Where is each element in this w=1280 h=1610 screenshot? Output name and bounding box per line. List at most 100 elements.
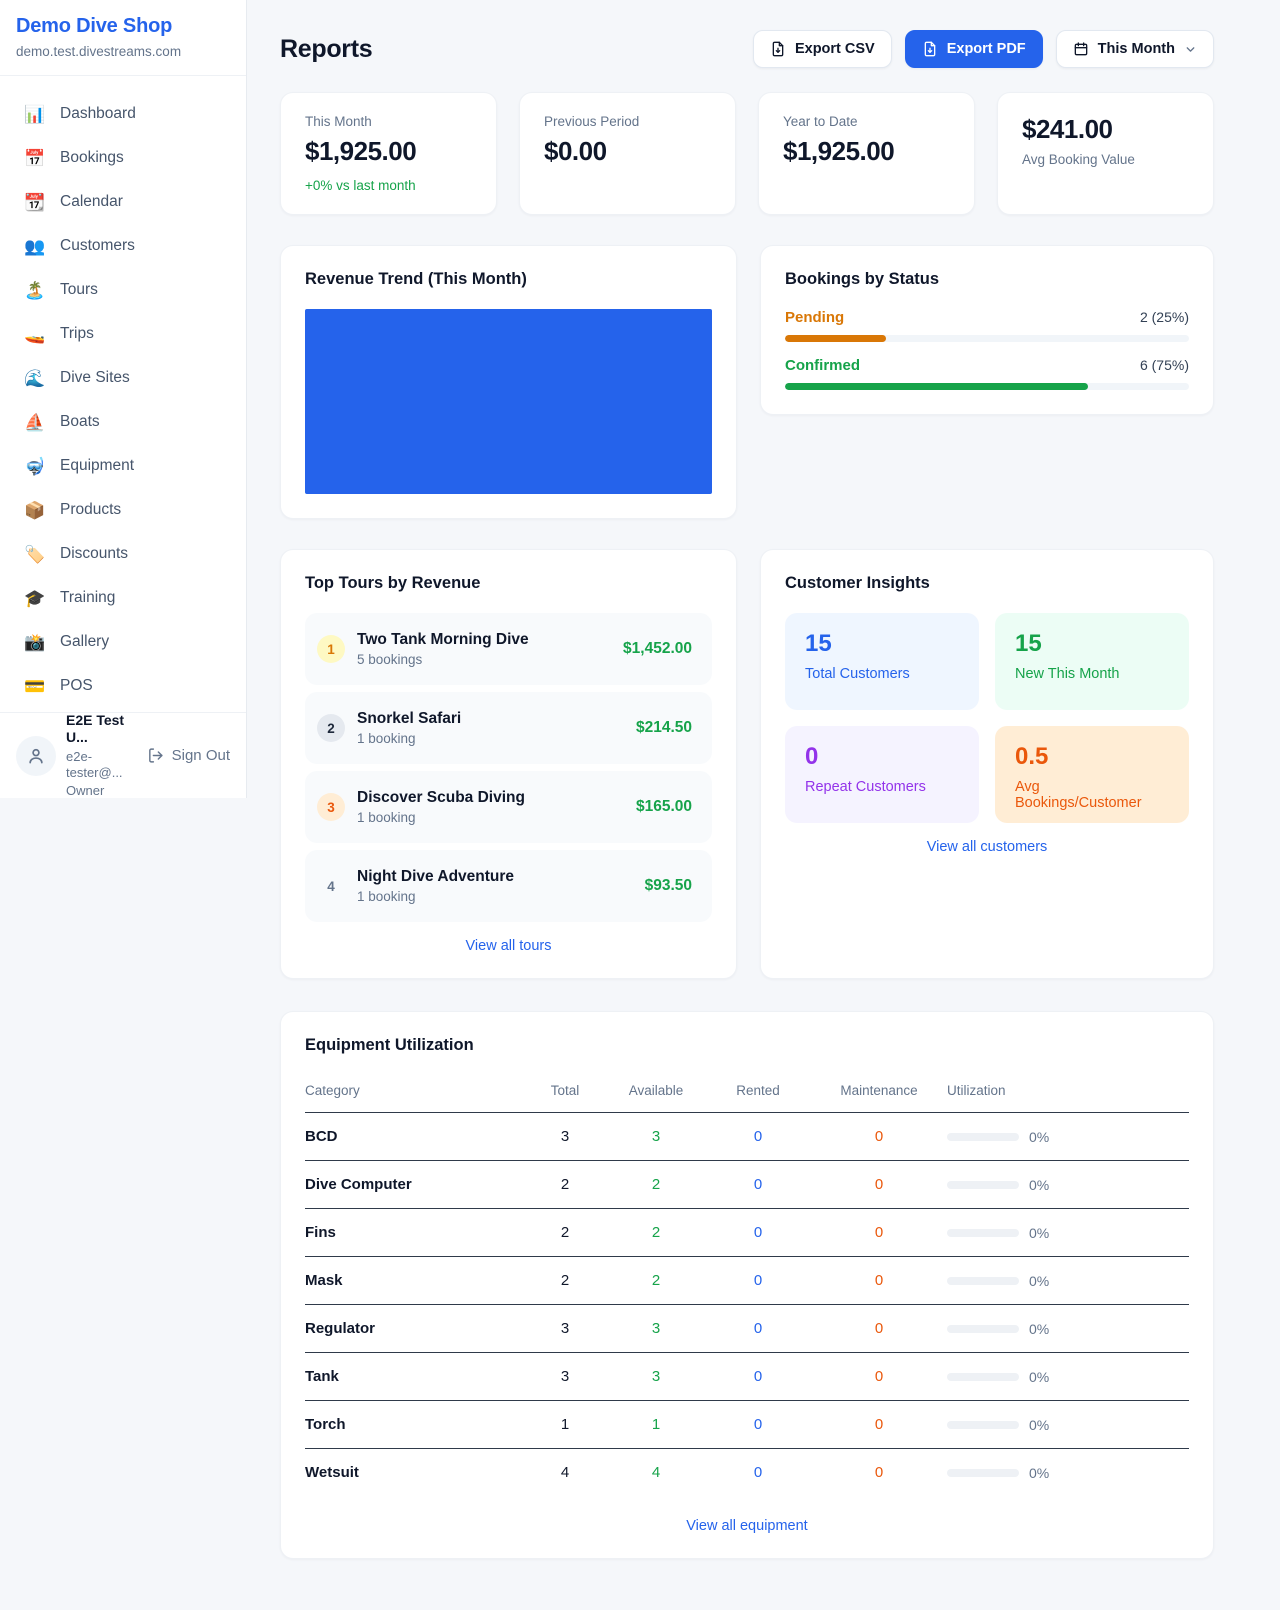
tour-row[interactable]: 4 Night Dive Adventure 1 booking $93.50 xyxy=(305,850,712,922)
col-header-total: Total xyxy=(523,1073,607,1113)
bookings-by-status-title: Bookings by Status xyxy=(785,270,940,288)
status-label: Confirmed xyxy=(785,357,860,374)
tile-label: Total Customers xyxy=(805,666,910,682)
sidebar-item-pos[interactable]: 💳 POS xyxy=(14,666,232,706)
page-header: Reports Export CSV Export PDF This Month xyxy=(280,30,1214,68)
sidebar-item-gallery[interactable]: 📸 Gallery xyxy=(14,622,232,662)
col-header-rented: Rented xyxy=(705,1073,811,1113)
equipment-divemask-icon: 🤿 xyxy=(24,456,46,476)
status-row-pending: Pending 2 (25%) xyxy=(785,309,1189,342)
view-all-tours-link[interactable]: View all tours xyxy=(305,938,712,954)
sidebar: Demo Dive Shop demo.test.divestreams.com… xyxy=(0,0,247,798)
export-pdf-button[interactable]: Export PDF xyxy=(904,30,1043,68)
cell-category: Tank xyxy=(305,1352,523,1401)
cell-rented: 0 xyxy=(705,1400,811,1449)
tile-label: New This Month xyxy=(1015,666,1120,682)
sidebar-item-trips[interactable]: 🚤 Trips xyxy=(14,314,232,354)
dashboard-icon: 📊 xyxy=(24,104,46,124)
stat-card-this-month: This Month $1,925.00 +0% vs last month xyxy=(280,92,497,215)
sidebar-item-label: Dashboard xyxy=(60,105,136,122)
insight-tile-total-customers: 15 Total Customers xyxy=(785,613,979,710)
sidebar-item-bookings[interactable]: 📅 Bookings xyxy=(14,138,232,178)
insight-tiles: 15 Total Customers 15 New This Month 0 R… xyxy=(785,613,1189,823)
insight-tile-new-this-month: 15 New This Month xyxy=(995,613,1189,710)
stat-card-previous-period: Previous Period $0.00 xyxy=(519,92,736,215)
sidebar-item-customers[interactable]: 👥 Customers xyxy=(14,226,232,266)
view-all-equipment-link[interactable]: View all equipment xyxy=(305,1518,1189,1534)
calendar-icon: 📆 xyxy=(24,192,46,212)
view-all-customers-link[interactable]: View all customers xyxy=(785,839,1189,855)
sidebar-item-training[interactable]: 🎓 Training xyxy=(14,578,232,618)
utilization-bar xyxy=(947,1420,1019,1429)
person-icon xyxy=(29,748,43,763)
stat-card-avg-booking-value: $241.00 Avg Booking Value xyxy=(997,92,1214,215)
tour-bookings: 1 booking xyxy=(357,889,416,904)
cell-total: 1 xyxy=(523,1400,607,1449)
utilization-bar xyxy=(947,1372,1019,1381)
products-package-icon: 📦 xyxy=(24,500,46,520)
tour-row[interactable]: 2 Snorkel Safari 1 booking $214.50 xyxy=(305,692,712,764)
utilization-percent: 0% xyxy=(1029,1224,1050,1241)
sidebar-item-discounts[interactable]: 🏷️ Discounts xyxy=(14,534,232,574)
tour-row[interactable]: 3 Discover Scuba Diving 1 booking $165.0… xyxy=(305,771,712,843)
cell-available: 2 xyxy=(607,1160,705,1209)
status-row-confirmed: Confirmed 6 (75%) xyxy=(785,357,1189,390)
cell-maintenance: 0 xyxy=(811,1256,947,1305)
utilization-bar xyxy=(947,1468,1019,1477)
status-value: 6 (75%) xyxy=(1139,357,1189,373)
sidebar-item-label: Customers xyxy=(60,237,135,254)
sidebar-item-calendar[interactable]: 📆 Calendar xyxy=(14,182,232,222)
top-tours-card: Top Tours by Revenue 1 Two Tank Morning … xyxy=(280,549,737,979)
tour-name: Snorkel Safari xyxy=(357,710,462,727)
tour-bookings: 5 bookings xyxy=(357,652,423,667)
user-section: E2E Test U... e2e-tester@... Owner Sign … xyxy=(0,712,246,798)
table-row: Torch 1 1 0 0 0% xyxy=(305,1400,1189,1449)
cell-utilization: 0% xyxy=(947,1400,1189,1449)
tours-island-icon: 🏝️ xyxy=(24,280,46,300)
sidebar-item-equipment[interactable]: 🤿 Equipment xyxy=(14,446,232,486)
shop-name: Demo Dive Shop xyxy=(16,15,173,37)
tour-row[interactable]: 1 Two Tank Morning Dive 5 bookings $1,45… xyxy=(305,613,712,685)
status-value: 2 (25%) xyxy=(1139,309,1189,325)
sidebar-item-tours[interactable]: 🏝️ Tours xyxy=(14,270,232,310)
utilization-bar xyxy=(947,1132,1019,1141)
user-email: e2e-tester@... xyxy=(66,748,123,780)
table-row: Mask 2 2 0 0 0% xyxy=(305,1256,1189,1305)
cell-total: 3 xyxy=(523,1112,607,1161)
sign-out-button[interactable]: Sign Out xyxy=(147,747,230,764)
user-info: E2E Test U... e2e-tester@... Owner xyxy=(66,712,137,800)
cell-total: 2 xyxy=(523,1160,607,1209)
sidebar-item-label: Training xyxy=(60,589,116,606)
cell-utilization: 0% xyxy=(947,1256,1189,1305)
status-label: Pending xyxy=(785,309,845,326)
sidebar-item-boats[interactable]: ⛵ Boats xyxy=(14,402,232,442)
trips-speedboat-icon: 🚤 xyxy=(24,324,46,344)
boats-sailboat-icon: ⛵ xyxy=(24,412,46,432)
training-gradcap-icon: 🎓 xyxy=(24,588,46,608)
cell-utilization: 0% xyxy=(947,1112,1189,1161)
cell-available: 3 xyxy=(607,1304,705,1353)
calendar-icon xyxy=(1074,42,1088,56)
cell-rented: 0 xyxy=(705,1160,811,1209)
period-select[interactable]: This Month xyxy=(1055,30,1214,68)
equipment-utilization-title: Equipment Utilization xyxy=(305,1036,474,1054)
tour-bookings: 1 booking xyxy=(357,731,416,746)
export-csv-button[interactable]: Export CSV xyxy=(752,30,892,68)
table-row: Regulator 3 3 0 0 0% xyxy=(305,1304,1189,1353)
cell-utilization: 0% xyxy=(947,1449,1189,1497)
sidebar-item-dive-sites[interactable]: 🌊 Dive Sites xyxy=(14,358,232,398)
sidebar-item-products[interactable]: 📦 Products xyxy=(14,490,232,530)
tile-value: 0 xyxy=(805,743,819,770)
cell-available: 3 xyxy=(607,1112,705,1161)
sidebar-item-dashboard[interactable]: 📊 Dashboard xyxy=(14,94,232,134)
rank-badge: 4 xyxy=(327,878,335,894)
status-bar-track xyxy=(785,335,1189,342)
cell-total: 2 xyxy=(523,1208,607,1257)
chevron-down-icon xyxy=(1186,46,1195,52)
tile-label: Repeat Customers xyxy=(805,779,926,795)
table-row: BCD 3 3 0 0 0% xyxy=(305,1112,1189,1161)
cell-maintenance: 0 xyxy=(874,1464,884,1481)
user-name: E2E Test U... xyxy=(66,711,125,746)
tile-value: 15 xyxy=(1015,630,1042,657)
revenue-trend-card: Revenue Trend (This Month) xyxy=(280,245,737,519)
